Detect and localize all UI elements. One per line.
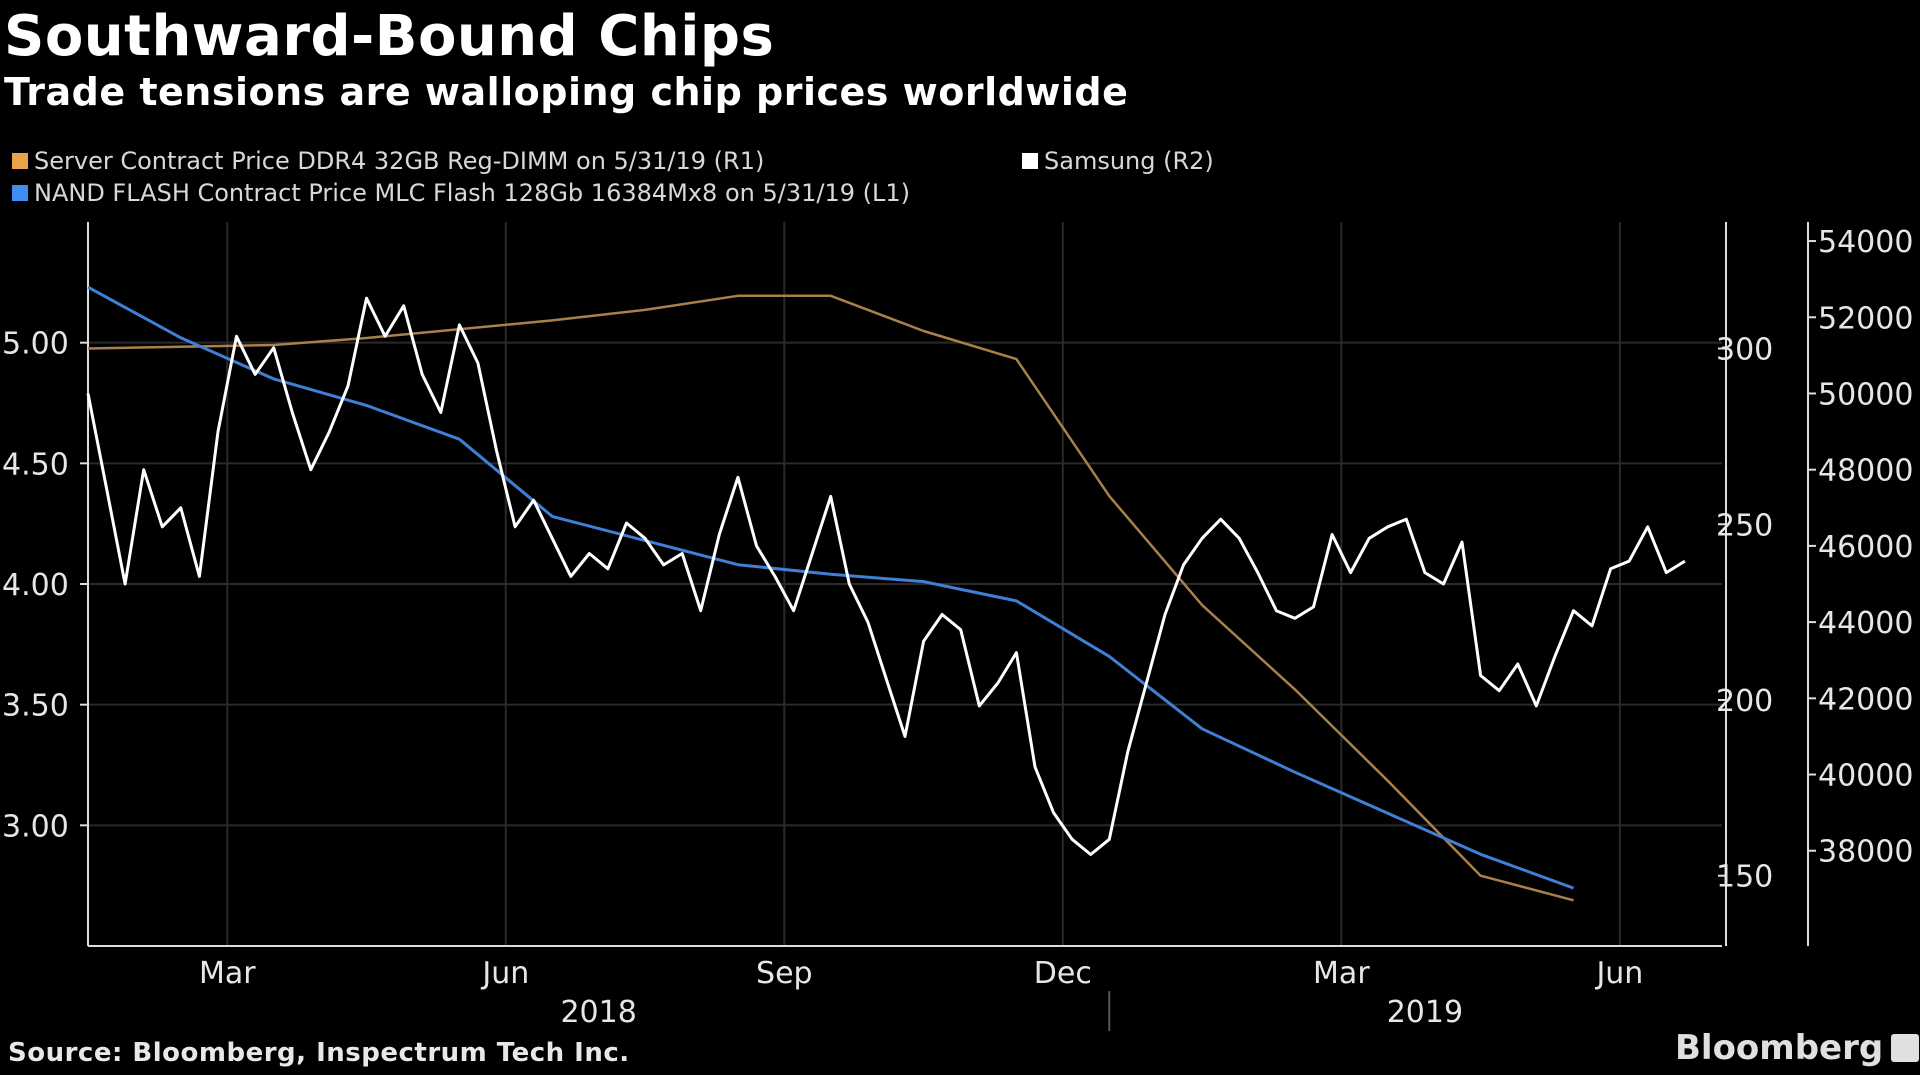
series-samsung-line <box>86 296 1686 856</box>
x-tick-label-5: Jun <box>1594 956 1643 991</box>
x-tick-label-4: Mar <box>1313 956 1370 991</box>
legend-label-server: Server Contract Price DDR4 32GB Reg-DIMM… <box>34 147 765 175</box>
grid-lines <box>88 222 1722 946</box>
left-tick-label-4: 5.00 <box>2 327 69 362</box>
legend-item-server: Server Contract Price DDR4 32GB Reg-DIMM… <box>12 147 764 175</box>
legend-swatch-nand <box>12 185 28 201</box>
left-tick-label-0: 3.00 <box>2 809 69 844</box>
bloomberg-logo: Bloomberg <box>1675 1028 1920 1068</box>
x-tick-label-1: Jun <box>480 956 529 991</box>
chart-title: Southward-Bound Chips <box>4 4 775 69</box>
tick-labels: 3.00 3.50 4.00 4.50 5.00 150 200 250 300 38000 400… <box>2 225 1913 1030</box>
right2-tick-label-8: 54000 <box>1818 225 1913 260</box>
legend-label-nand: NAND FLASH Contract Price MLC Flash 128G… <box>34 179 910 207</box>
right1-tick-label-1: 200 <box>1716 684 1773 719</box>
right2-tick-label-6: 50000 <box>1818 377 1913 412</box>
source-note: Source: Bloomberg, Inspectrum Tech Inc. <box>8 1038 630 1068</box>
right2-tick-label-3: 44000 <box>1818 606 1913 641</box>
legend-item-nand: NAND FLASH Contract Price MLC Flash 128G… <box>12 179 910 207</box>
series-server-line <box>87 294 1574 902</box>
legend-item-samsung: Samsung (R2) <box>1022 147 1214 175</box>
year-label-0: 2018 <box>560 995 636 1030</box>
x-tick-label-2: Sep <box>756 956 813 991</box>
bloomberg-icon <box>1891 1034 1920 1062</box>
right2-tick-label-0: 38000 <box>1818 835 1913 870</box>
right1-tick-label-0: 150 <box>1716 860 1773 895</box>
right2-tick-label-7: 52000 <box>1818 301 1913 336</box>
series-lines <box>86 285 1686 902</box>
brand-label: Bloomberg <box>1675 1028 1884 1068</box>
left-tick-label-3: 4.50 <box>2 447 69 482</box>
legend-swatch-samsung <box>1022 153 1038 169</box>
x-tick-label-0: Mar <box>199 956 256 991</box>
right2-tick-label-5: 48000 <box>1818 454 1913 489</box>
legend-label-samsung: Samsung (R2) <box>1044 147 1214 175</box>
x-tick-label-3: Dec <box>1034 956 1092 991</box>
series-nand-line <box>87 285 1575 890</box>
right1-tick-label-3: 300 <box>1716 333 1773 368</box>
right1-tick-label-2: 250 <box>1716 508 1773 543</box>
right2-tick-label-4: 46000 <box>1818 530 1913 565</box>
chart-subtitle: Trade tensions are walloping chip prices… <box>4 70 1129 114</box>
legend-swatch-server <box>12 153 28 169</box>
right2-tick-label-2: 42000 <box>1818 682 1913 717</box>
left-tick-label-1: 3.50 <box>2 689 69 724</box>
left-tick-label-2: 4.00 <box>2 568 69 603</box>
right2-tick-label-1: 40000 <box>1818 759 1913 794</box>
year-label-1: 2019 <box>1387 995 1463 1030</box>
axes <box>80 222 1816 1031</box>
